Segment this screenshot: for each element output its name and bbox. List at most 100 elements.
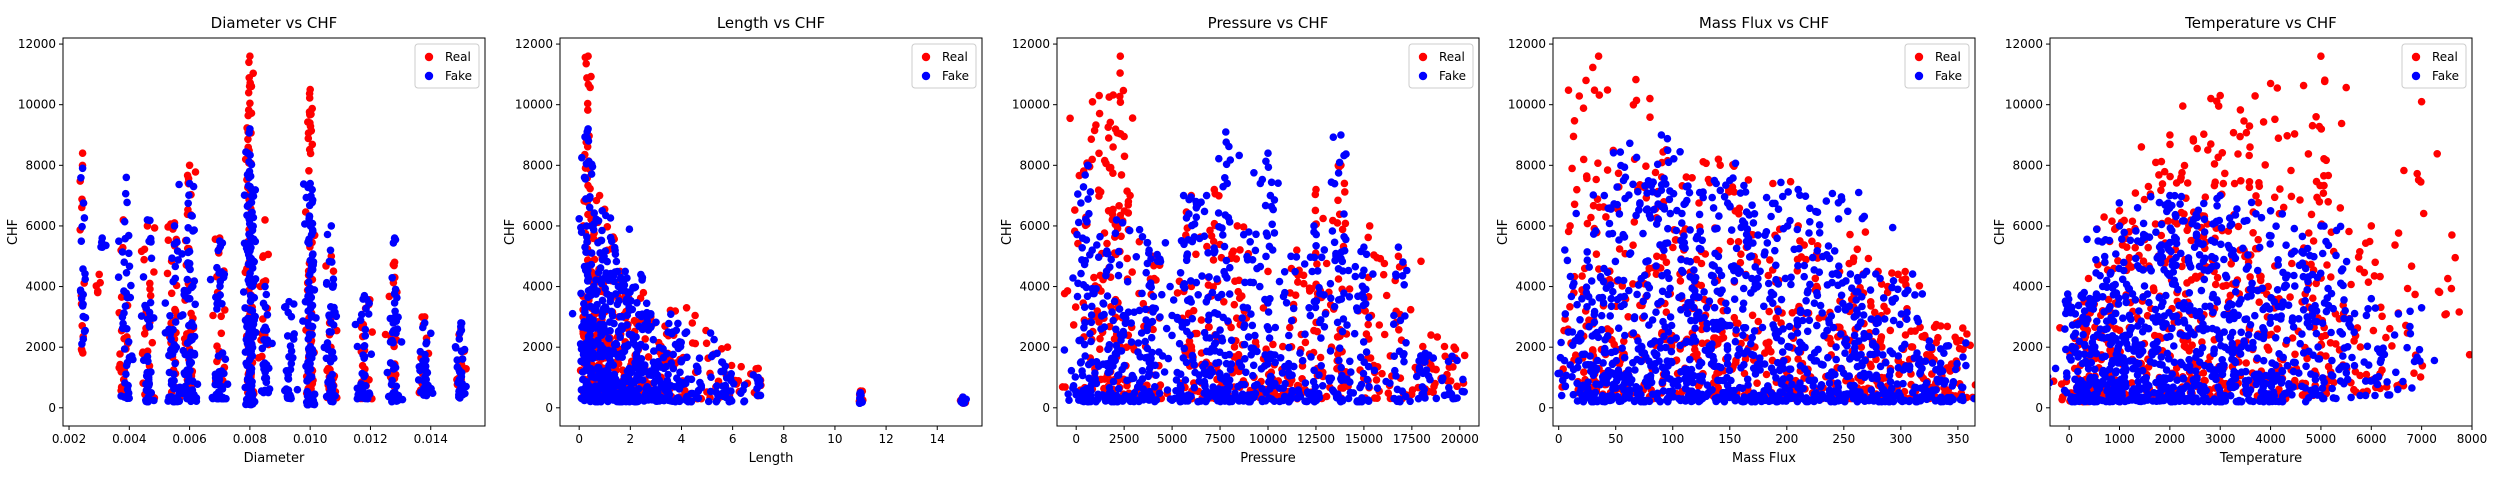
data-point-fake	[1249, 372, 1257, 380]
data-point-fake	[1327, 280, 1335, 288]
data-point-fake	[419, 387, 427, 395]
data-point-fake	[330, 281, 338, 289]
data-point-fake	[251, 294, 259, 302]
data-point-fake	[125, 338, 133, 346]
data-point-fake	[1328, 178, 1336, 186]
data-point-fake	[1430, 354, 1438, 362]
data-point-fake	[1340, 210, 1348, 218]
data-point-fake	[305, 278, 313, 286]
data-point-fake	[1657, 344, 1665, 352]
data-point-fake	[1616, 210, 1624, 218]
data-point-fake	[251, 398, 259, 406]
data-point-fake	[333, 313, 341, 321]
data-point-fake	[1073, 231, 1081, 239]
data-point-fake	[1682, 183, 1690, 191]
data-point-fake	[601, 387, 609, 395]
data-point-fake	[323, 393, 331, 401]
data-point-fake	[144, 353, 152, 361]
data-point-fake	[184, 276, 192, 284]
data-point-fake	[1078, 244, 1086, 252]
data-point-fake	[1668, 348, 1676, 356]
data-point-fake	[1296, 349, 1304, 357]
data-point-fake	[1138, 290, 1146, 298]
data-point-fake	[263, 378, 271, 386]
data-point-fake	[284, 309, 292, 317]
data-point-fake	[1068, 367, 1076, 375]
data-point-fake	[1748, 201, 1756, 209]
y-tick-label: 10000	[18, 98, 56, 112]
data-point-fake	[248, 161, 256, 169]
data-point-fake	[175, 181, 183, 189]
data-point-fake	[1400, 350, 1408, 358]
data-point-fake	[620, 390, 628, 398]
data-point-fake	[1156, 313, 1164, 321]
data-point-fake	[1584, 256, 1592, 264]
data-point-fake	[1706, 297, 1714, 305]
data-point-fake	[1771, 247, 1779, 255]
data-point-fake	[635, 367, 643, 375]
data-point-fake	[1647, 214, 1655, 222]
data-point-fake	[1329, 227, 1337, 235]
data-point-real	[1592, 176, 1600, 184]
data-point-fake	[1158, 291, 1166, 299]
data-point-fake	[1269, 206, 1277, 214]
data-point-real	[1381, 331, 1389, 339]
data-point-fake	[1711, 304, 1719, 312]
data-point-fake	[1691, 324, 1699, 332]
data-point-fake	[1617, 303, 1625, 311]
data-point-fake	[1266, 334, 1274, 342]
data-point-fake	[630, 387, 638, 395]
data-point-fake	[1187, 393, 1195, 401]
data-point-fake	[593, 340, 601, 348]
data-point-fake	[191, 350, 199, 358]
data-point-real	[1286, 324, 1294, 332]
data-point-fake	[302, 363, 310, 371]
data-point-fake	[1459, 376, 1467, 384]
y-tick-label: 8000	[25, 158, 56, 172]
chart-title: Pressure vs CHF	[1208, 14, 1329, 32]
data-point-real	[1867, 363, 1875, 371]
data-point-fake	[307, 285, 315, 293]
data-point-fake	[1606, 397, 1614, 405]
data-point-fake	[595, 269, 603, 277]
data-point-fake	[306, 271, 314, 279]
data-point-fake	[1153, 251, 1161, 259]
data-point-fake	[303, 194, 311, 202]
data-point-fake	[119, 313, 127, 321]
data-point-fake	[1591, 319, 1599, 327]
data-point-fake	[1191, 384, 1199, 392]
data-point-fake	[123, 269, 131, 277]
data-point-fake	[1077, 199, 1085, 207]
data-point-fake	[581, 384, 589, 392]
y-tick-label: 2000	[1019, 340, 1050, 354]
data-point-fake	[123, 362, 131, 370]
data-point-real	[1633, 97, 1641, 105]
data-point-fake	[1365, 363, 1373, 371]
data-point-fake	[1331, 303, 1339, 311]
data-point-fake	[143, 369, 151, 377]
data-point-fake	[1584, 378, 1592, 386]
data-point-fake	[705, 398, 713, 406]
data-point-real	[1123, 187, 1131, 195]
data-point-real	[1953, 338, 1961, 346]
data-point-real	[1342, 220, 1350, 228]
data-point-fake	[1601, 345, 1609, 353]
data-point-real	[1731, 314, 1739, 322]
data-point-real	[249, 70, 257, 78]
data-point-fake	[1082, 216, 1090, 224]
data-point-real	[306, 111, 314, 119]
data-point-fake	[305, 335, 313, 343]
data-point-fake	[1678, 210, 1686, 218]
data-point-fake	[643, 383, 651, 391]
data-point-fake	[124, 386, 132, 394]
x-tick-label: 15000	[1345, 432, 1383, 446]
data-point-fake	[719, 359, 727, 367]
data-point-fake	[308, 349, 316, 357]
data-point-fake	[265, 364, 273, 372]
data-point-fake	[637, 271, 645, 279]
data-point-fake	[592, 324, 600, 332]
data-point-fake	[1095, 362, 1103, 370]
data-point-fake	[218, 395, 226, 403]
data-point-fake	[1315, 371, 1323, 379]
data-point-real	[683, 304, 691, 312]
